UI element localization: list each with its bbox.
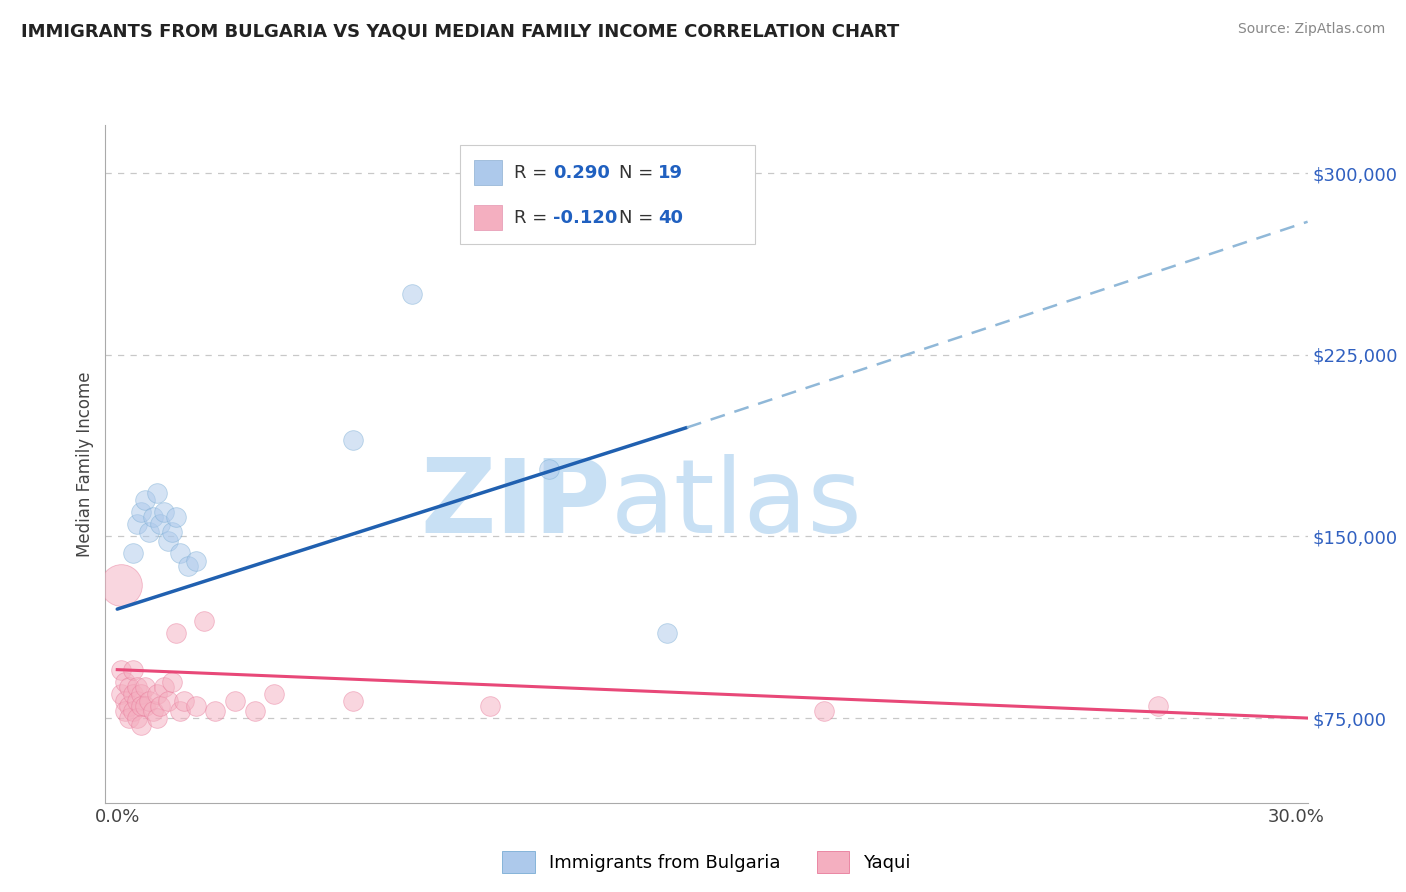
Point: [114, 694, 136, 708]
Point: [184, 554, 207, 568]
Point: [138, 694, 160, 708]
Text: atlas: atlas: [610, 454, 862, 555]
Point: [134, 680, 156, 694]
Text: -0.120: -0.120: [553, 209, 617, 227]
Point: [153, 680, 176, 694]
Text: 40: 40: [658, 209, 683, 227]
Point: [169, 704, 191, 718]
Point: [145, 486, 167, 500]
Text: N =: N =: [619, 164, 659, 182]
Text: R =: R =: [513, 209, 553, 227]
Point: [122, 704, 145, 718]
Point: [114, 704, 136, 718]
Point: [401, 287, 423, 301]
Point: [160, 674, 183, 689]
Point: [243, 704, 266, 718]
Text: ZIP: ZIP: [420, 454, 610, 555]
Point: [118, 680, 141, 694]
Point: [165, 626, 187, 640]
Point: [813, 704, 835, 718]
Point: [118, 711, 141, 725]
Point: [125, 680, 148, 694]
Text: IMMIGRANTS FROM BULGARIA VS YAQUI MEDIAN FAMILY INCOME CORRELATION CHART: IMMIGRANTS FROM BULGARIA VS YAQUI MEDIAN…: [21, 22, 900, 40]
Point: [142, 704, 165, 718]
Point: [169, 546, 191, 560]
Point: [157, 534, 180, 549]
Text: 19: 19: [658, 164, 683, 182]
Text: 0.290: 0.290: [553, 164, 610, 182]
Text: N =: N =: [619, 209, 659, 227]
Text: R =: R =: [513, 164, 553, 182]
Point: [342, 433, 364, 447]
Point: [129, 687, 152, 701]
Point: [134, 493, 156, 508]
Point: [204, 704, 226, 718]
Point: [149, 517, 172, 532]
Point: [160, 524, 183, 539]
Point: [657, 626, 679, 640]
Point: [125, 694, 148, 708]
Point: [165, 510, 187, 524]
Point: [122, 687, 145, 701]
Point: [125, 711, 148, 725]
Point: [142, 510, 165, 524]
Point: [114, 674, 136, 689]
Point: [110, 578, 132, 592]
Point: [138, 524, 160, 539]
Point: [184, 698, 207, 713]
Point: [122, 663, 145, 677]
Point: [538, 461, 561, 475]
Point: [145, 687, 167, 701]
Point: [122, 546, 145, 560]
Point: [173, 694, 195, 708]
Point: [479, 698, 502, 713]
Legend: Immigrants from Bulgaria, Yaqui: Immigrants from Bulgaria, Yaqui: [494, 842, 920, 882]
Point: [177, 558, 200, 573]
Point: [1147, 698, 1170, 713]
Point: [145, 711, 167, 725]
Y-axis label: Median Family Income: Median Family Income: [76, 371, 94, 557]
Point: [342, 694, 364, 708]
Point: [110, 687, 132, 701]
Point: [157, 694, 180, 708]
Text: Source: ZipAtlas.com: Source: ZipAtlas.com: [1237, 22, 1385, 37]
Point: [224, 694, 246, 708]
Point: [129, 698, 152, 713]
Point: [263, 687, 285, 701]
Point: [125, 517, 148, 532]
Point: [129, 718, 152, 732]
Point: [110, 663, 132, 677]
Point: [129, 505, 152, 519]
Point: [149, 698, 172, 713]
Point: [153, 505, 176, 519]
Point: [134, 698, 156, 713]
Point: [193, 614, 215, 628]
Point: [118, 698, 141, 713]
